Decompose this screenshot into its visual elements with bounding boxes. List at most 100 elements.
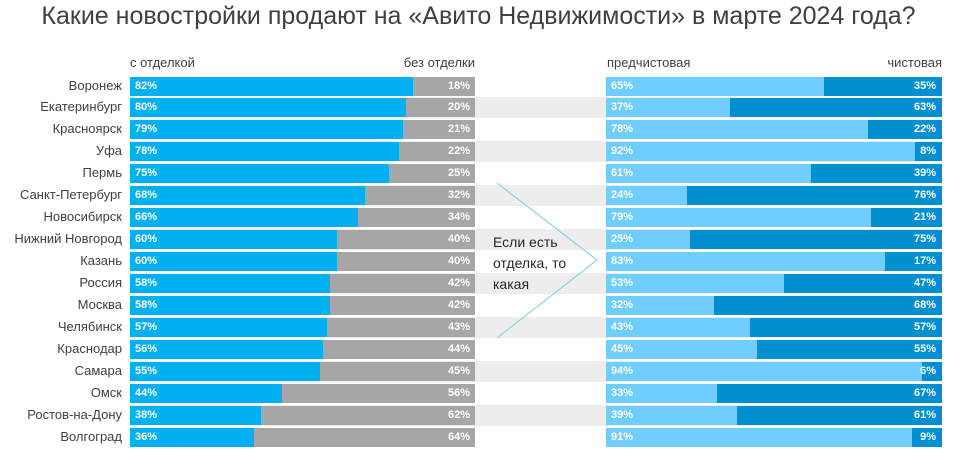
- value-with-finish: 78%: [135, 145, 158, 158]
- bar-without-finish: [330, 273, 475, 293]
- value-finish: 76%: [913, 189, 936, 202]
- bar-prefinish: [606, 405, 738, 425]
- value-finish: 61%: [913, 408, 936, 421]
- category-label: Россия: [79, 274, 122, 290]
- bar-with-finish: [130, 208, 358, 228]
- bar-without-finish: [319, 361, 475, 381]
- value-with-finish: 68%: [135, 189, 158, 202]
- value-without-finish: 42%: [447, 298, 470, 311]
- category-label: Волгоград: [60, 428, 122, 444]
- bar-prefinish: [606, 142, 916, 162]
- bar-without-finish: [330, 295, 475, 315]
- chart-title: Какие новостройки продают на «Авито Недв…: [41, 2, 916, 30]
- bar-finish: [686, 186, 942, 206]
- category-label: Москва: [77, 296, 122, 312]
- bar-without-finish: [326, 317, 475, 337]
- bar-finish: [810, 164, 942, 184]
- bar-with-finish: [130, 164, 389, 184]
- bar-finish: [884, 252, 942, 272]
- bar-without-finish: [323, 339, 475, 359]
- value-without-finish: 40%: [447, 255, 470, 268]
- legend-without-finish: без отделки: [403, 55, 475, 70]
- category-label: Казань: [80, 253, 122, 269]
- value-finish: 9%: [920, 430, 936, 443]
- value-without-finish: 42%: [447, 276, 470, 289]
- value-prefinish: 33%: [611, 386, 634, 399]
- value-with-finish: 57%: [135, 320, 158, 333]
- bar-without-finish: [337, 230, 475, 250]
- bar-without-finish: [388, 164, 475, 184]
- value-finish: 63%: [913, 101, 936, 114]
- value-finish: 6%: [920, 364, 936, 377]
- value-prefinish: 39%: [611, 408, 634, 421]
- bar-with-finish: [130, 98, 406, 118]
- value-without-finish: 43%: [447, 320, 470, 333]
- value-finish: 21%: [913, 211, 936, 224]
- bar-with-finish: [130, 230, 337, 250]
- value-finish: 35%: [913, 79, 936, 92]
- value-without-finish: 56%: [447, 386, 470, 399]
- bar-finish: [921, 361, 942, 381]
- bar-with-finish: [130, 120, 403, 140]
- value-with-finish: 44%: [135, 386, 158, 399]
- value-with-finish: 66%: [135, 211, 158, 224]
- value-without-finish: 21%: [447, 123, 470, 136]
- value-prefinish: 32%: [611, 298, 634, 311]
- bar-with-finish: [130, 142, 400, 162]
- bar-prefinish: [606, 186, 687, 206]
- bar-finish: [824, 76, 942, 96]
- value-without-finish: 45%: [447, 364, 470, 377]
- bar-finish: [750, 317, 942, 337]
- bar-prefinish: [606, 361, 922, 381]
- category-label: Екатеринбург: [40, 99, 122, 115]
- bar-finish: [716, 383, 942, 403]
- value-finish: 39%: [913, 167, 936, 180]
- value-without-finish: 40%: [447, 233, 470, 246]
- value-without-finish: 22%: [447, 145, 470, 158]
- value-finish: 47%: [913, 276, 936, 289]
- value-with-finish: 60%: [135, 233, 158, 246]
- value-finish: 57%: [913, 320, 936, 333]
- value-with-finish: 55%: [135, 364, 158, 377]
- bar-with-finish: [130, 427, 255, 447]
- value-finish: 67%: [913, 386, 936, 399]
- bar-finish: [757, 339, 942, 359]
- value-prefinish: 79%: [611, 211, 634, 224]
- bar-finish: [911, 427, 942, 447]
- value-without-finish: 18%: [447, 79, 470, 92]
- bar-prefinish: [606, 273, 785, 293]
- category-label: Омск: [90, 384, 122, 400]
- bar-prefinish: [606, 120, 869, 140]
- bar-without-finish: [357, 208, 475, 228]
- value-with-finish: 75%: [135, 167, 158, 180]
- bar-without-finish: [281, 383, 475, 403]
- legend-prefinish: предчистовая: [607, 55, 691, 70]
- category-label: Воронеж: [68, 77, 122, 93]
- bar-with-finish: [130, 186, 365, 206]
- bar-with-finish: [130, 361, 320, 381]
- category-label: Санкт-Петербург: [20, 187, 122, 203]
- category-label: Челябинск: [57, 318, 122, 334]
- value-with-finish: 58%: [135, 298, 158, 311]
- value-without-finish: 62%: [447, 408, 470, 421]
- legend-with-finish: с отделкой: [130, 55, 195, 70]
- bar-without-finish: [337, 252, 475, 272]
- value-without-finish: 32%: [447, 189, 470, 202]
- bar-prefinish: [606, 383, 717, 403]
- bar-prefinish: [606, 339, 758, 359]
- value-with-finish: 36%: [135, 430, 158, 443]
- bar-with-finish: [130, 295, 331, 315]
- bar-with-finish: [130, 383, 282, 403]
- value-prefinish: 65%: [611, 79, 634, 92]
- value-finish: 68%: [913, 298, 936, 311]
- bar-finish: [690, 230, 942, 250]
- value-prefinish: 25%: [611, 233, 634, 246]
- bar-finish: [737, 405, 942, 425]
- bar-prefinish: [606, 98, 731, 118]
- value-finish: 55%: [913, 342, 936, 355]
- value-prefinish: 94%: [611, 364, 634, 377]
- bar-with-finish: [130, 76, 413, 96]
- category-label: Красноярск: [52, 121, 122, 137]
- category-label: Пермь: [82, 165, 122, 181]
